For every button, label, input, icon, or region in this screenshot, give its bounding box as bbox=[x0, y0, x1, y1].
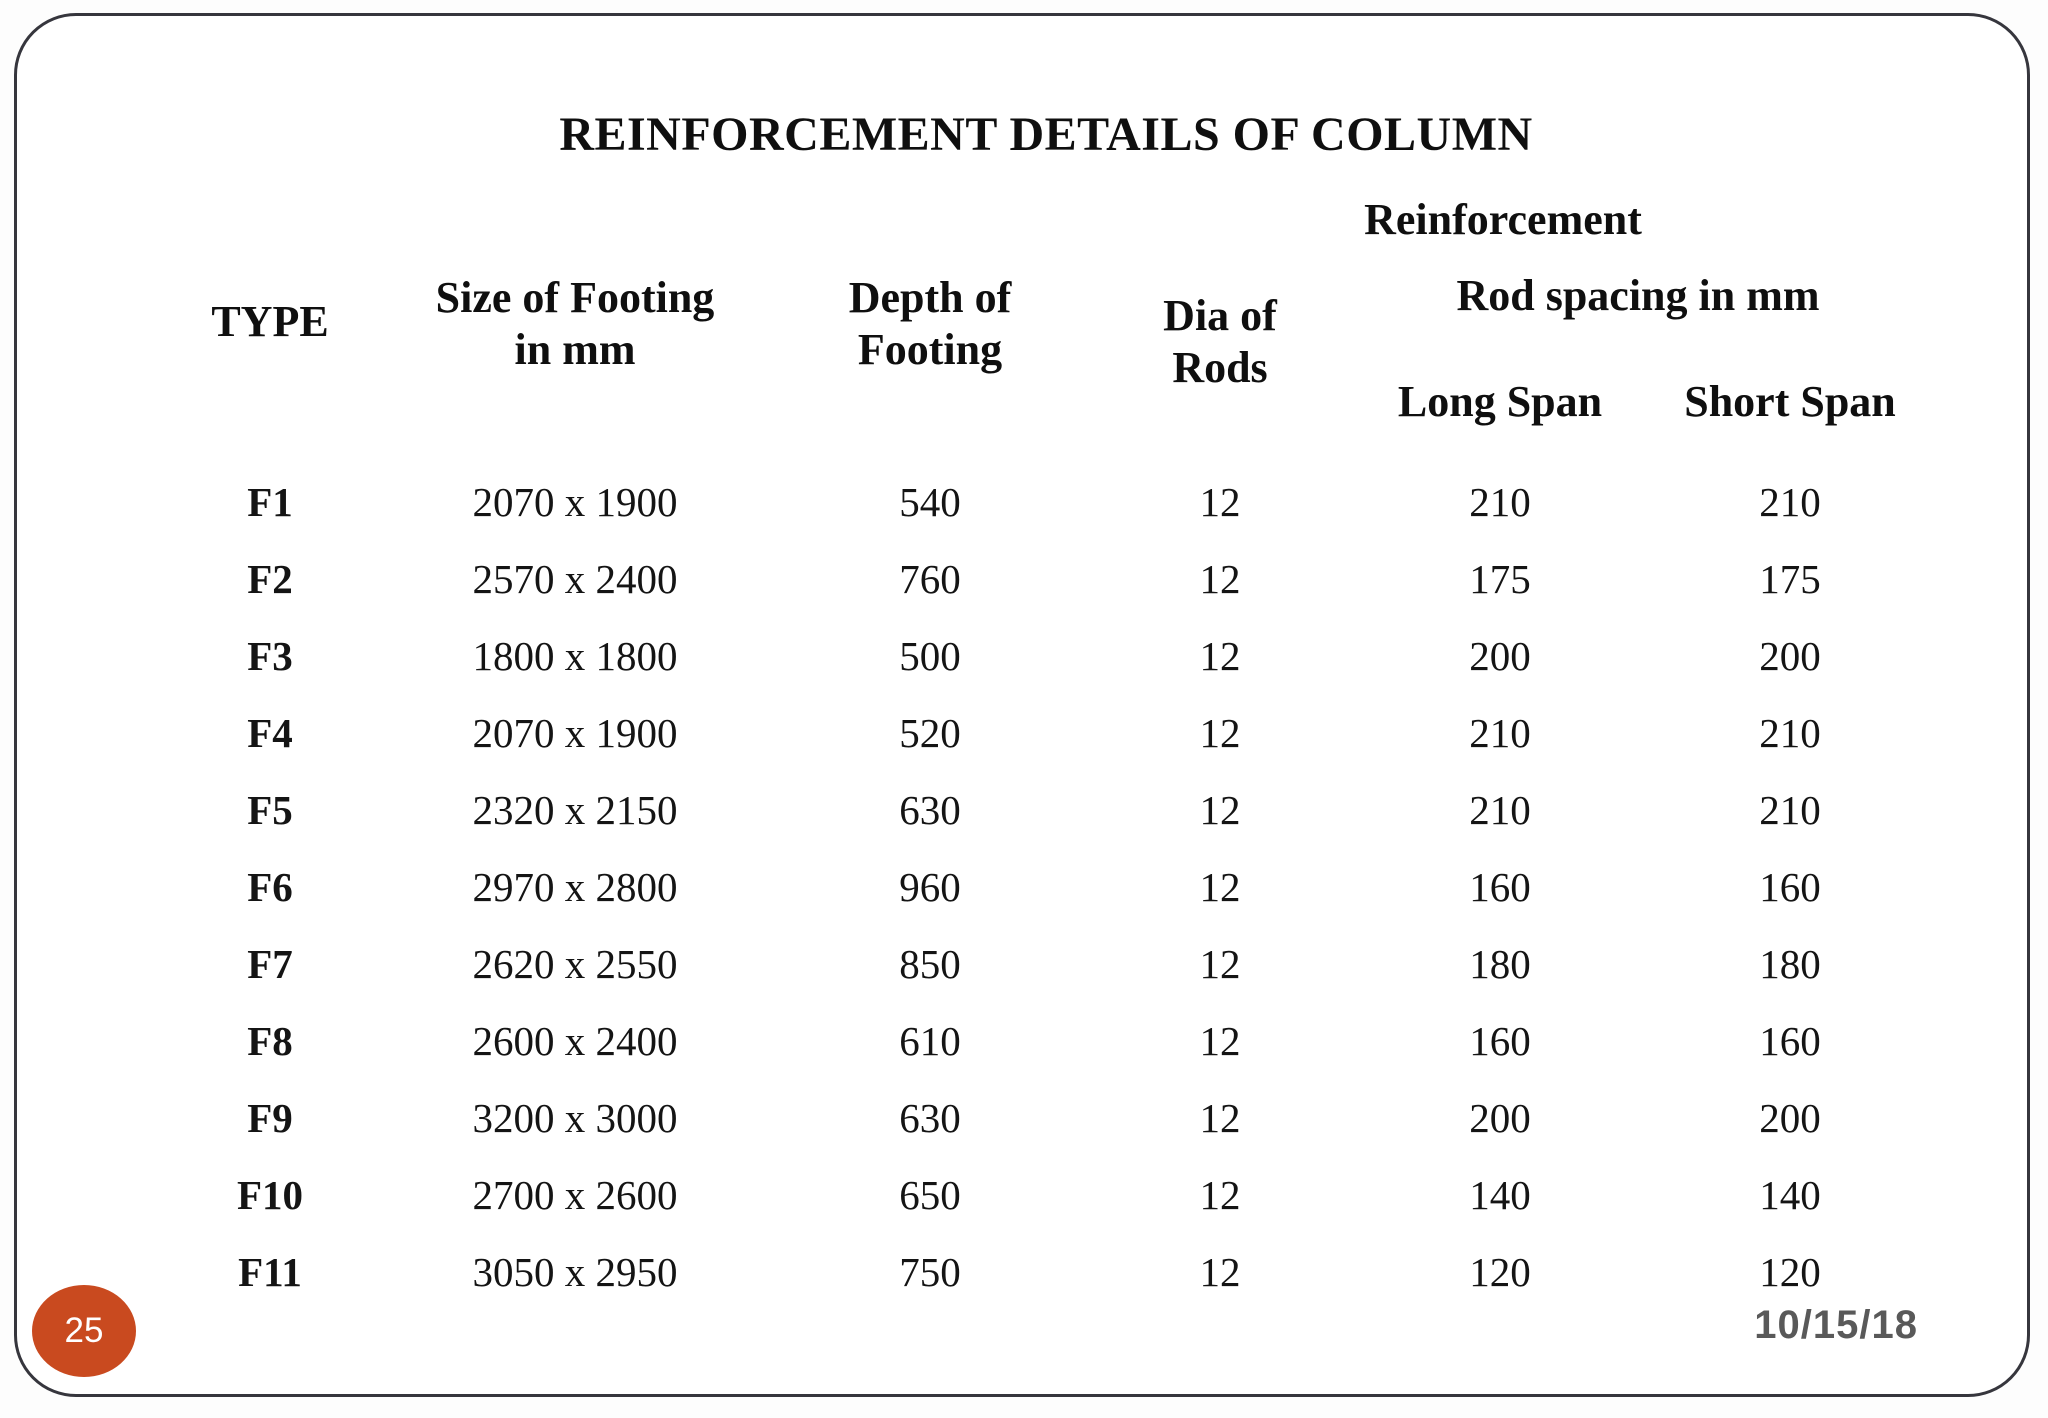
table-row: F1 2070 x 1900 540 12 210 210 bbox=[170, 464, 1940, 541]
cell-long-span: 200 bbox=[1469, 1095, 1531, 1141]
header-short-span: Short Span bbox=[1684, 377, 1896, 426]
cell-type: F6 bbox=[247, 864, 293, 910]
table-row: F6 2970 x 2800 960 12 160 160 bbox=[170, 849, 1940, 926]
cell-size: 2070 x 1900 bbox=[472, 479, 678, 525]
cell-dia: 12 bbox=[1199, 941, 1241, 987]
cell-long-span: 160 bbox=[1469, 1018, 1531, 1064]
page-number-badge: 25 bbox=[32, 1285, 136, 1377]
cell-long-span: 210 bbox=[1469, 710, 1531, 756]
cell-size: 2320 x 2150 bbox=[472, 787, 678, 833]
cell-size: 2070 x 1900 bbox=[472, 710, 678, 756]
cell-depth: 850 bbox=[899, 941, 961, 987]
cell-dia: 12 bbox=[1199, 710, 1241, 756]
cell-short-span: 140 bbox=[1759, 1172, 1821, 1218]
header-long-span: Long Span bbox=[1397, 377, 1603, 426]
cell-short-span: 180 bbox=[1759, 941, 1821, 987]
table-row: F7 2620 x 2550 850 12 180 180 bbox=[170, 926, 1940, 1003]
cell-type: F4 bbox=[247, 710, 293, 756]
cell-short-span: 175 bbox=[1759, 556, 1821, 602]
cell-type: F1 bbox=[247, 479, 293, 525]
page-title: REINFORCEMENT DETAILS OF COLUMN bbox=[559, 108, 1533, 162]
cell-dia: 12 bbox=[1199, 864, 1241, 910]
cell-short-span: 120 bbox=[1759, 1249, 1821, 1295]
cell-depth: 630 bbox=[899, 787, 961, 833]
cell-short-span: 210 bbox=[1759, 787, 1821, 833]
cell-dia: 12 bbox=[1199, 1249, 1241, 1295]
header-dia-of-rods: Dia of Rods bbox=[1163, 291, 1277, 392]
cell-short-span: 200 bbox=[1759, 1095, 1821, 1141]
cell-short-span: 160 bbox=[1759, 1018, 1821, 1064]
cell-type: F5 bbox=[247, 787, 293, 833]
header-reinforcement: Reinforcement bbox=[1364, 195, 1642, 244]
cell-long-span: 210 bbox=[1469, 787, 1531, 833]
cell-type: F10 bbox=[236, 1172, 304, 1218]
cell-dia: 12 bbox=[1199, 1172, 1241, 1218]
cell-size: 2620 x 2550 bbox=[472, 941, 678, 987]
cell-dia: 12 bbox=[1199, 633, 1241, 679]
table-row: F2 2570 x 2400 760 12 175 175 bbox=[170, 541, 1940, 618]
cell-dia: 12 bbox=[1199, 479, 1241, 525]
header-depth-of-footing: Depth of Footing bbox=[848, 273, 1012, 374]
table-row: F10 2700 x 2600 650 12 140 140 bbox=[170, 1157, 1940, 1234]
cell-long-span: 140 bbox=[1469, 1172, 1531, 1218]
table-row: F5 2320 x 2150 630 12 210 210 bbox=[170, 772, 1940, 849]
table-row: F11 3050 x 2950 750 12 120 120 bbox=[170, 1234, 1940, 1311]
header-rod-spacing: Rod spacing in mm bbox=[1456, 271, 1820, 320]
cell-type: F11 bbox=[238, 1249, 302, 1295]
table-row: F3 1800 x 1800 500 12 200 200 bbox=[170, 618, 1940, 695]
cell-depth: 650 bbox=[899, 1172, 961, 1218]
slide-date: 10/15/18 bbox=[1754, 1303, 1918, 1347]
cell-size: 3050 x 2950 bbox=[472, 1249, 678, 1295]
cell-type: F8 bbox=[247, 1018, 293, 1064]
table-body: F1 2070 x 1900 540 12 210 210 F2 2570 x … bbox=[170, 464, 1940, 1311]
cell-dia: 12 bbox=[1199, 787, 1241, 833]
table-row: F4 2070 x 1900 520 12 210 210 bbox=[170, 695, 1940, 772]
cell-depth: 750 bbox=[899, 1249, 961, 1295]
cell-depth: 630 bbox=[899, 1095, 961, 1141]
header-size-of-footing: Size of Footing in mm bbox=[435, 273, 715, 374]
header-type: TYPE bbox=[211, 297, 329, 346]
cell-long-span: 160 bbox=[1469, 864, 1531, 910]
cell-size: 2970 x 2800 bbox=[472, 864, 678, 910]
cell-type: F7 bbox=[247, 941, 293, 987]
cell-short-span: 200 bbox=[1759, 633, 1821, 679]
cell-long-span: 120 bbox=[1469, 1249, 1531, 1295]
cell-size: 1800 x 1800 bbox=[472, 633, 678, 679]
cell-type: F3 bbox=[247, 633, 293, 679]
cell-depth: 500 bbox=[899, 633, 961, 679]
cell-short-span: 160 bbox=[1759, 864, 1821, 910]
cell-depth: 540 bbox=[899, 479, 961, 525]
cell-type: F9 bbox=[247, 1095, 293, 1141]
cell-depth: 520 bbox=[899, 710, 961, 756]
page-number: 25 bbox=[64, 1311, 104, 1350]
table-row: F9 3200 x 3000 630 12 200 200 bbox=[170, 1080, 1940, 1157]
cell-dia: 12 bbox=[1199, 1018, 1241, 1064]
cell-short-span: 210 bbox=[1759, 479, 1821, 525]
cell-dia: 12 bbox=[1199, 1095, 1241, 1141]
cell-depth: 960 bbox=[899, 864, 961, 910]
cell-depth: 760 bbox=[899, 556, 961, 602]
cell-long-span: 175 bbox=[1469, 556, 1531, 602]
cell-size: 3200 x 3000 bbox=[472, 1095, 678, 1141]
cell-long-span: 180 bbox=[1469, 941, 1531, 987]
cell-type: F2 bbox=[247, 556, 293, 602]
cell-size: 2570 x 2400 bbox=[472, 556, 678, 602]
cell-long-span: 210 bbox=[1469, 479, 1531, 525]
cell-depth: 610 bbox=[899, 1018, 961, 1064]
cell-size: 2600 x 2400 bbox=[472, 1018, 678, 1064]
cell-dia: 12 bbox=[1199, 556, 1241, 602]
cell-size: 2700 x 2600 bbox=[472, 1172, 678, 1218]
table-row: F8 2600 x 2400 610 12 160 160 bbox=[170, 1003, 1940, 1080]
cell-long-span: 200 bbox=[1469, 633, 1531, 679]
slide-border bbox=[14, 13, 2030, 1397]
cell-short-span: 210 bbox=[1759, 710, 1821, 756]
